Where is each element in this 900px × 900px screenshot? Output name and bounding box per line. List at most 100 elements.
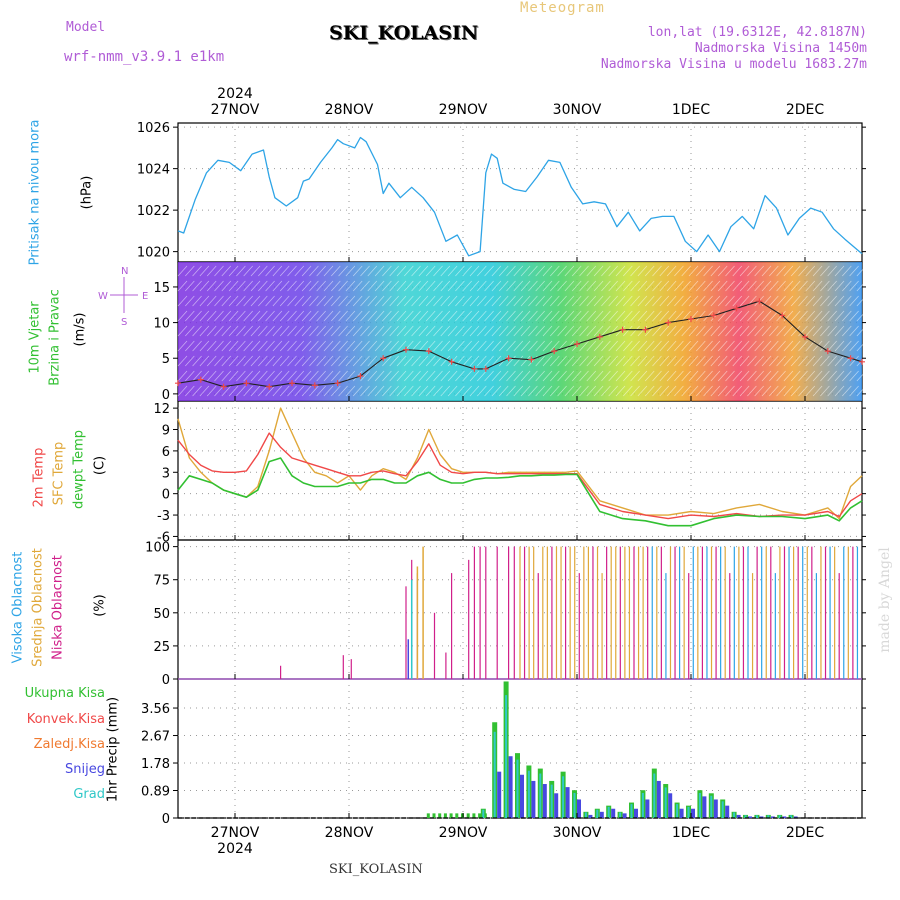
wind-barb: [535, 370, 545, 382]
precip-bar-snow: [782, 816, 787, 818]
wind-barb: [630, 280, 640, 292]
wind-barb: [747, 385, 757, 397]
wind-barb: [550, 310, 560, 322]
wind-barb: [725, 310, 735, 322]
wind-barb: [367, 310, 378, 322]
wind-barb: [659, 310, 670, 322]
wind-barb: [739, 280, 750, 292]
wind-speed-point: [243, 380, 250, 387]
wind-barb: [433, 295, 443, 307]
wind-barb: [783, 265, 794, 277]
wind-barb: [747, 355, 757, 367]
wind-barb: [564, 385, 575, 397]
precip-bar-snow: [679, 808, 684, 818]
wind-barb: [447, 385, 458, 397]
wind-barb: [513, 310, 524, 322]
wind-barb: [769, 370, 779, 382]
wind-barb: [827, 370, 837, 382]
wind-barb: [491, 295, 502, 307]
wind-barb: [535, 340, 545, 352]
wind-barb: [863, 325, 874, 337]
wind-barb: [214, 295, 224, 307]
y-tick-label: -3: [157, 509, 170, 524]
wind-barb: [250, 370, 261, 382]
wind-barb: [593, 310, 604, 322]
wind-barb: [652, 280, 662, 292]
wind-speed-point: [574, 340, 580, 347]
precip-bar-light: [472, 813, 476, 818]
wind-barb: [761, 385, 772, 397]
wind-barb: [856, 370, 867, 382]
x-day-label-bottom: 27NOV: [211, 825, 260, 841]
wind-barb: [688, 370, 699, 382]
wind-barb: [389, 310, 399, 322]
wind-barb: [579, 295, 589, 307]
wind-barb: [557, 280, 567, 292]
wind-barb: [674, 355, 684, 367]
wind-barb: [783, 325, 794, 337]
wind-barb: [185, 340, 195, 352]
wind-barb: [557, 325, 567, 337]
wind-barb: [404, 385, 414, 397]
precip-bar-light: [432, 813, 436, 818]
wind-barb: [790, 340, 801, 352]
wind-barb: [250, 280, 261, 292]
x-day-label-bottom: 30NOV: [553, 825, 602, 841]
wind-barb: [856, 265, 867, 277]
wind-barb: [192, 310, 202, 322]
wind-barb: [331, 355, 341, 367]
precip-bar-graupel: [584, 812, 587, 818]
wind-barb: [316, 385, 326, 397]
wind-barb: [725, 340, 735, 352]
y-tick-label: 15: [153, 281, 170, 296]
wind-speed-point: [311, 382, 318, 389]
wind-barb: [279, 310, 290, 322]
wind-barb: [674, 340, 684, 352]
wind-barb: [637, 280, 648, 292]
wind-barb: [294, 355, 305, 367]
precip-bar-light: [426, 813, 430, 818]
wind-barb: [601, 325, 611, 337]
wind-barb: [469, 340, 480, 352]
wind-barb: [812, 325, 823, 337]
wind-barb: [586, 325, 597, 337]
precip-bar-graupel: [527, 770, 530, 818]
precip-bar-snow: [656, 780, 661, 818]
elevation-label: Nadmorska Visina 1450m: [694, 41, 867, 56]
x-day-label-bottom: 2DEC: [786, 825, 825, 841]
wind-barb: [783, 385, 794, 397]
wind-barb: [623, 265, 633, 277]
wind-barb: [206, 370, 217, 382]
wind-barb: [206, 295, 217, 307]
wind-barb: [688, 265, 699, 277]
precip-bar-snow: [622, 813, 627, 818]
wind-barb: [805, 295, 816, 307]
wind-barb: [192, 280, 202, 292]
wind-barb: [834, 340, 845, 352]
wind-barb: [615, 310, 626, 322]
wind-barb: [637, 355, 648, 367]
wind-barb: [513, 295, 524, 307]
wind-barb: [360, 325, 370, 337]
precip-bar-graupel: [573, 792, 576, 818]
precip-bar-snow: [497, 771, 502, 818]
wind-barb: [842, 385, 852, 397]
wind-barb: [352, 310, 363, 322]
wind-barb: [535, 265, 545, 277]
wind-barb: [849, 340, 859, 352]
wind-barb: [732, 340, 743, 352]
wind-barb: [228, 280, 239, 292]
wind-barb: [177, 370, 188, 382]
wind-barb: [272, 340, 283, 352]
wind-barb: [666, 280, 677, 292]
panel-frame: [177, 122, 863, 263]
wind-barb: [820, 385, 830, 397]
y-tick-label: -6: [157, 530, 170, 545]
wind-barb: [185, 325, 195, 337]
y-tick-label: 3.56: [141, 702, 170, 717]
wind-speed-point: [710, 312, 717, 319]
wind-barb: [484, 340, 494, 352]
wind-barb: [637, 340, 648, 352]
wind-barb: [513, 355, 524, 367]
wind-barb: [849, 370, 859, 382]
